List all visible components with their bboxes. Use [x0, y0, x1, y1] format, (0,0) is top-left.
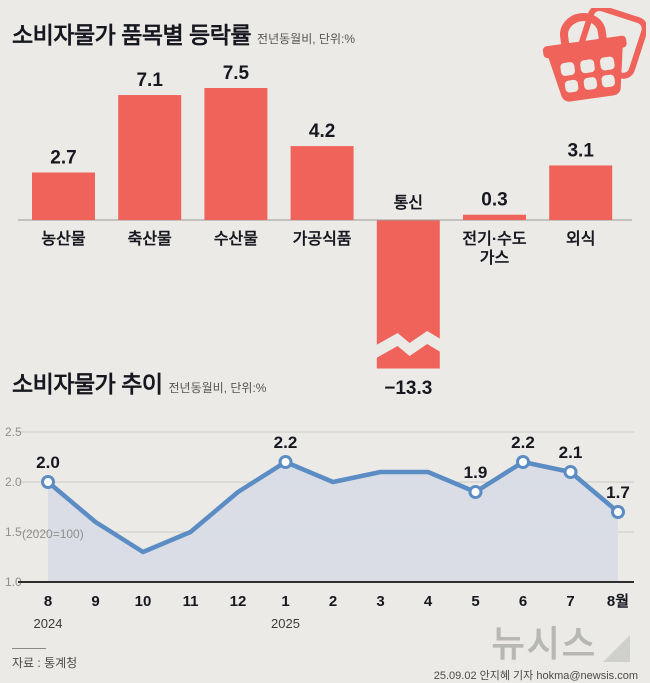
year-label: 2024 — [34, 616, 63, 631]
newsis-logo: 뉴시스 — [492, 626, 630, 662]
bar-category-label: 전기·수도 — [462, 230, 526, 248]
x-tick-label: 6 — [519, 593, 527, 610]
newsis-logo-text: 뉴시스 — [491, 623, 597, 664]
x-tick-label: 12 — [230, 593, 247, 610]
bar-value-label: −13.3 — [384, 378, 432, 399]
y-tick-label: 2.5 — [5, 425, 22, 439]
basket-hole — [560, 62, 576, 76]
basket-handle — [560, 13, 607, 46]
source-text: 자료 : 통계청 — [12, 656, 78, 670]
data-point-marker — [611, 505, 625, 519]
x-tick-label: 3 — [376, 593, 384, 610]
x-tick-label: 4 — [424, 593, 433, 610]
data-point-marker — [516, 455, 530, 469]
bar-chart-header: 소비자물가 품목별 등락률 전년동월비, 단위:% — [12, 16, 355, 50]
data-point-label: 1.7 — [606, 483, 630, 502]
x-tick-label: 9 — [91, 593, 99, 610]
x-tick-label: 1 — [281, 593, 289, 610]
data-point-marker — [563, 465, 578, 479]
bar-segment — [549, 165, 613, 220]
byline: 25.09.02 안지혜 기자 hokma@newsis.com — [433, 670, 638, 682]
basket-hole — [601, 74, 616, 88]
category-bar-chart: 2.7 농산물 7.1 축산물 7.5 수산물 4.2 가공식품 −13.3 통신 0.3 전기·수도… — [18, 63, 632, 399]
bar-category-label: 축산물 — [128, 230, 172, 248]
basket-hole — [580, 59, 595, 74]
bar-category-label: 농산물 — [41, 230, 85, 248]
bar-segment — [118, 95, 182, 220]
basket-hole — [599, 56, 615, 71]
bar-value-label: 2.7 — [50, 147, 76, 168]
basket-hole — [564, 79, 579, 93]
data-point-marker — [468, 485, 483, 499]
bar-value-label: 0.3 — [481, 190, 507, 211]
bar-chart-title: 소비자물가 품목별 등락률 — [12, 22, 252, 48]
bar-category-label: 수산물 — [214, 230, 258, 248]
x-tick-label: 8월 — [607, 593, 629, 610]
source-divider — [12, 648, 46, 649]
axis-break-mark — [372, 331, 444, 360]
bar-segment — [204, 88, 268, 220]
data-point-label: 2.0 — [36, 453, 60, 472]
x-tick-label: 7 — [566, 593, 574, 610]
data-point-marker — [278, 455, 293, 469]
cpi-trend-line-chart: 2.5 2.0 1.5 1.0 (2020=100) 2.0 2.2 1.9 2.2 2.1 1.7… — [5, 425, 634, 631]
y-tick-label: 2.0 — [5, 475, 22, 489]
bar-category-label: 가공식품 — [293, 230, 352, 248]
bar-category-label: 통신 — [394, 194, 423, 212]
y-tick-label: 1.0 — [5, 575, 22, 589]
basket-hole — [583, 77, 598, 90]
bar-category-label: 가스 — [480, 249, 510, 267]
data-point-label: 2.2 — [274, 433, 298, 452]
x-tick-label: 2 — [329, 593, 337, 610]
data-point-label: 2.1 — [559, 443, 583, 462]
bar-segment — [463, 214, 526, 220]
x-tick-label: 11 — [183, 593, 199, 610]
year-label: 2025 — [271, 616, 300, 631]
bar-segment — [32, 172, 95, 220]
trend-chart-title: 소비자물가 추이 — [12, 371, 163, 397]
data-point-marker — [41, 475, 55, 489]
bar-category-label: 외식 — [566, 230, 595, 248]
source-note: 자료 : 통계청 — [12, 648, 77, 671]
y-tick-label: 1.5 — [5, 525, 22, 539]
bar-chart-subtitle: 전년동월비, 단위:% — [257, 32, 355, 46]
trend-chart-subtitle: 전년동월비, 단위:% — [168, 381, 267, 395]
bar-value-label: 4.2 — [309, 121, 335, 142]
index-base-note: (2020=100) — [22, 527, 84, 541]
data-point-label: 2.2 — [511, 433, 535, 452]
bar-value-label: 7.1 — [136, 70, 163, 91]
bar-value-label: 3.1 — [567, 140, 594, 161]
data-point-label: 1.9 — [464, 463, 488, 482]
trend-chart-header: 소비자물가 추이 전년동월비, 단위:% — [12, 365, 266, 399]
bar-segment — [290, 146, 354, 220]
bar-value-label: 7.5 — [223, 63, 250, 84]
basket-front — [542, 13, 627, 102]
x-tick-label: 10 — [135, 593, 152, 610]
x-tick-label: 8 — [44, 593, 52, 610]
newsis-logo-triangle-icon — [603, 635, 630, 662]
shopping-basket-icon — [542, 8, 646, 102]
x-tick-label: 5 — [471, 593, 479, 610]
basket-rim — [542, 35, 627, 59]
